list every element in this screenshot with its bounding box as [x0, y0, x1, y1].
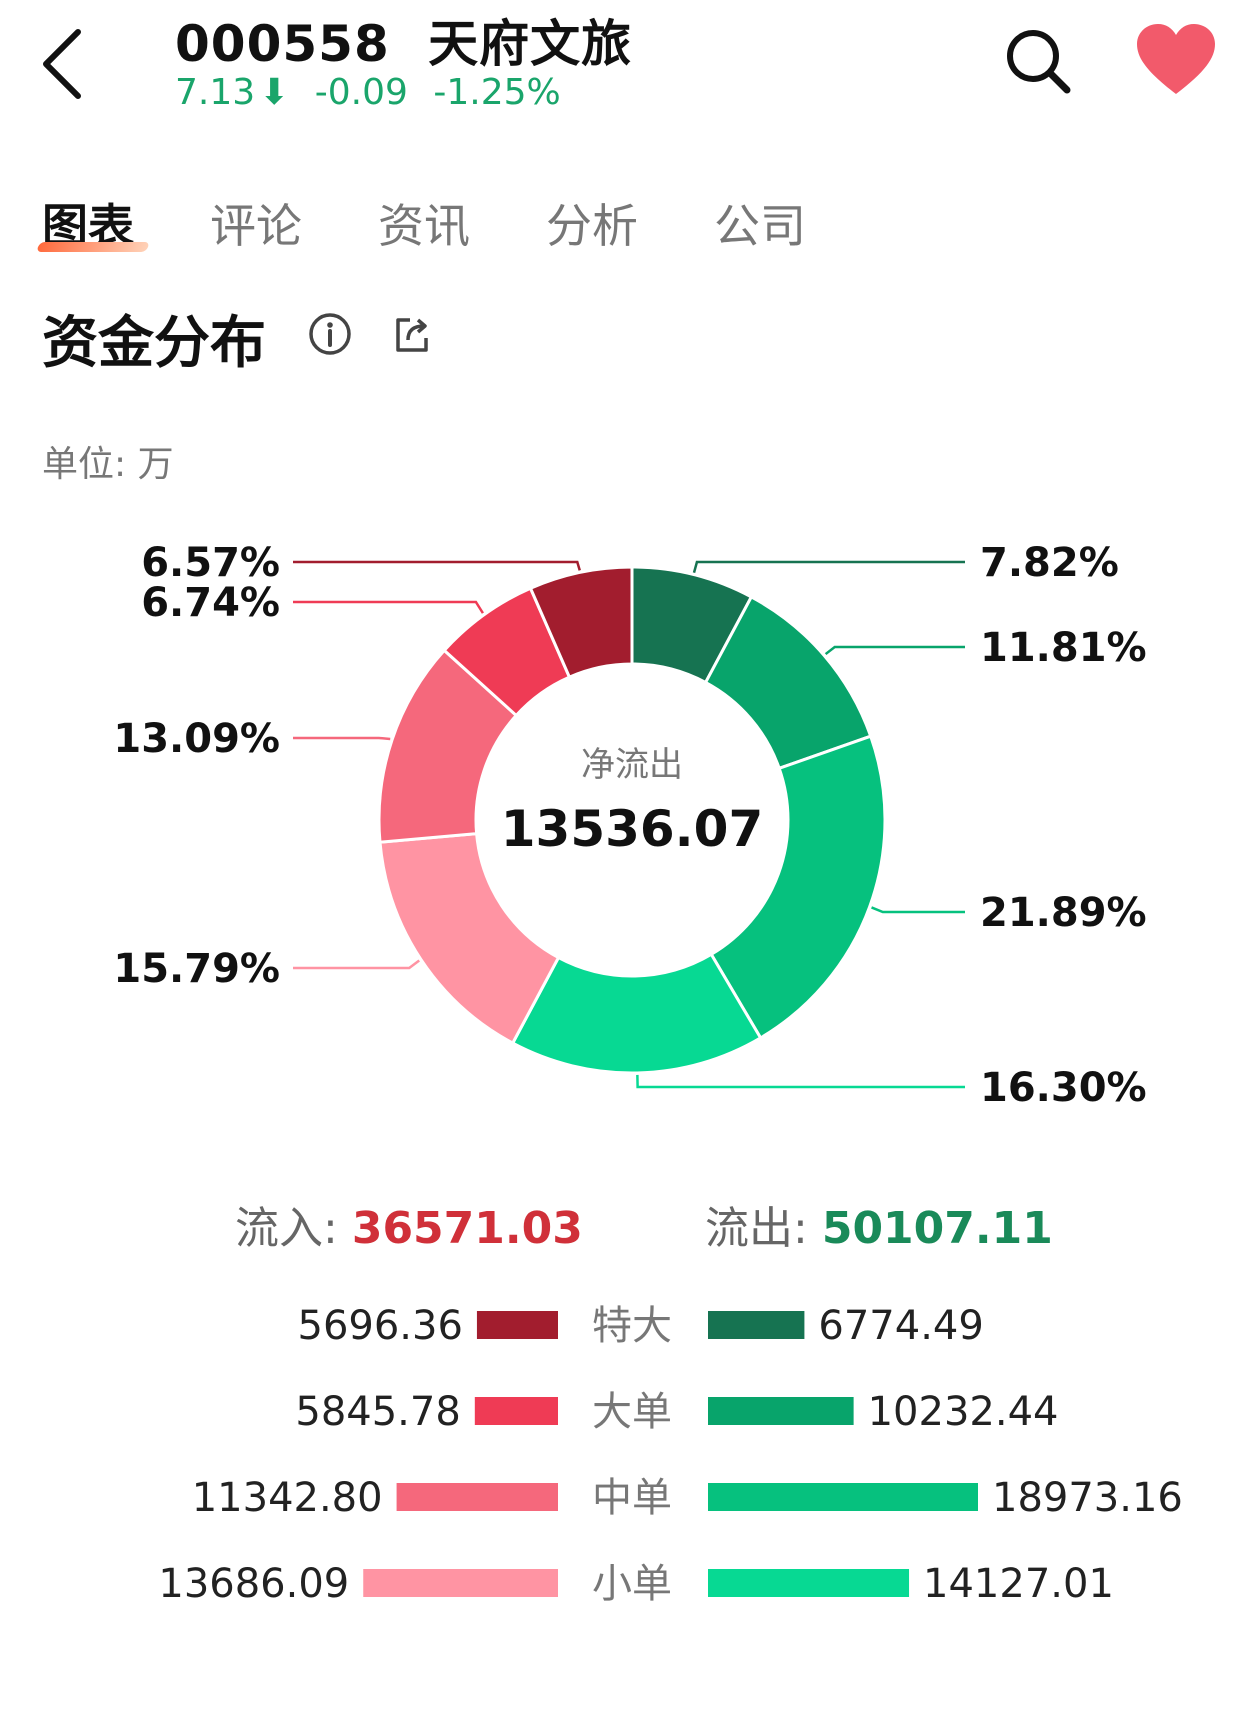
outflow-value-label: 6774.49 — [818, 1303, 983, 1349]
price-change-pct: -1.25% — [433, 72, 561, 113]
inflow-value-label: 11342.80 — [192, 1475, 383, 1521]
category-label: 小单 — [592, 1561, 672, 1607]
inflow-value: 36571.03 — [351, 1203, 583, 1254]
stock-price: 7.13 — [175, 72, 256, 113]
slice-percent-label: 15.79% — [113, 946, 280, 992]
category-bars: 5696.36 特大 6774.49 5845.78 大单 10232.44 11342.8… — [158, 1303, 1183, 1607]
inflow-bar — [396, 1483, 558, 1511]
outflow-bar — [708, 1397, 854, 1425]
tab-label: 资讯 — [378, 199, 470, 253]
back-arrow-icon[interactable] — [38, 26, 90, 102]
inflow-total: 流入: 36571.03 — [235, 1192, 583, 1256]
center-label: 净流出 — [581, 745, 683, 785]
category-label: 特大 — [592, 1303, 672, 1349]
fund-distribution-donut-chart: 7.82% 11.81% 21.89% 16.30% 6.57%6.74% 13.09% 1… — [113, 540, 1147, 1111]
stock-title: 000558 天府文旅 — [175, 4, 632, 76]
tab-company[interactable]: 公司 — [714, 190, 882, 256]
outflow-total: 流出: 50107.11 — [705, 1192, 1053, 1256]
outflow-value: 50107.11 — [821, 1203, 1053, 1254]
section-title: 资金分布 — [42, 311, 266, 376]
slice-percent-label: 13.09% — [113, 716, 280, 762]
callout-line — [692, 560, 965, 573]
slice-percent-label: 6.57% — [141, 540, 280, 586]
tab-news[interactable]: 资讯 — [378, 190, 546, 256]
favorite-heart-icon[interactable] — [1135, 22, 1217, 98]
category-label: 大单 — [592, 1389, 672, 1435]
slice-percent-label: 11.81% — [980, 625, 1147, 671]
outflow-value-label: 18973.16 — [992, 1475, 1183, 1521]
inflow-value-label: 13686.09 — [158, 1561, 349, 1607]
tab-chart[interactable]: 图表 — [36, 190, 210, 256]
tab-bar: 图表 评论 资讯 分析 公司 — [36, 190, 882, 256]
slice-percent-label: 21.89% — [980, 890, 1147, 936]
tab-label: 公司 — [714, 199, 806, 253]
down-arrow-icon: ⬇ — [259, 72, 290, 113]
outflow-value-label: 10232.44 — [868, 1389, 1059, 1435]
outflow-bar — [708, 1311, 805, 1339]
share-icon[interactable] — [390, 312, 434, 356]
callout-line — [293, 600, 484, 614]
unit-label: 单位: 万 — [42, 444, 174, 485]
inflow-bar — [363, 1569, 558, 1597]
outflow-bar — [708, 1569, 910, 1597]
callout-line — [293, 959, 420, 970]
donut-slice — [709, 734, 887, 1040]
tab-label: 评论 — [210, 199, 302, 253]
inflow-value-label: 5845.78 — [295, 1389, 460, 1435]
price-row: 7.13 ⬇ -0.09 -1.25% — [175, 72, 575, 113]
inflow-label: 流入: — [235, 1203, 338, 1254]
callout-line — [293, 560, 581, 571]
tab-analysis[interactable]: 分析 — [546, 190, 714, 256]
outflow-label: 流出: — [705, 1203, 808, 1254]
slice-percent-label: 6.74% — [141, 580, 280, 626]
info-icon[interactable] — [308, 312, 352, 356]
center-value: 13536.07 — [501, 800, 764, 858]
inflow-bar — [476, 1311, 558, 1339]
slice-percent-label: 7.82% — [980, 540, 1119, 586]
active-tab-underline — [36, 242, 150, 252]
callout-line — [871, 906, 965, 914]
inflow-bar — [474, 1397, 558, 1425]
slice-percent-label: 16.30% — [980, 1065, 1147, 1111]
outflow-bar — [708, 1483, 978, 1511]
inflow-value-label: 5696.36 — [298, 1303, 463, 1349]
callout-line — [636, 1074, 965, 1089]
outflow-value-label: 14127.01 — [923, 1561, 1114, 1607]
donut-slice — [528, 565, 634, 680]
callout-line — [293, 736, 391, 741]
search-icon[interactable] — [1003, 26, 1073, 96]
callout-line — [824, 645, 965, 656]
stock-name: 天府文旅 — [428, 15, 633, 73]
category-label: 中单 — [592, 1475, 672, 1521]
tab-comments[interactable]: 评论 — [210, 190, 378, 256]
tab-label: 分析 — [546, 199, 638, 253]
price-change: -0.09 — [314, 72, 408, 113]
stock-code: 000558 — [175, 15, 390, 73]
